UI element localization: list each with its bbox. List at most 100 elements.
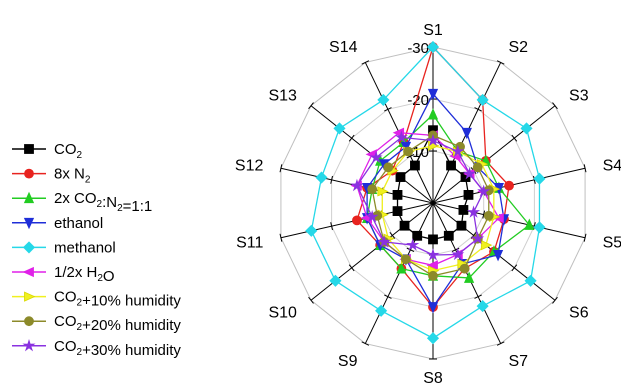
axis-tick	[361, 60, 370, 65]
data-point	[451, 144, 465, 158]
legend-marker	[22, 266, 34, 278]
axis-spoke	[432, 202, 502, 344]
axis-tick	[496, 60, 505, 65]
axis-tick	[482, 210, 486, 219]
radial-tick-label: -30	[407, 40, 429, 57]
axis-label-s4: S4	[603, 157, 621, 174]
axis-tick	[552, 102, 558, 110]
legend-marker	[23, 217, 35, 230]
axis-tick	[389, 231, 396, 239]
data-point	[461, 127, 472, 140]
legend-item: methanol	[12, 239, 116, 256]
data-point	[329, 274, 342, 287]
axis-tick	[348, 134, 355, 142]
axis-tick	[279, 164, 283, 173]
axis-label-s5: S5	[603, 235, 621, 252]
axis-tick	[583, 233, 587, 242]
legend-item: 1/2x H2O	[12, 264, 115, 285]
data-point	[463, 190, 474, 200]
data-point	[426, 248, 440, 261]
legend-marker	[22, 241, 36, 254]
data-point	[377, 235, 391, 248]
series-8	[350, 130, 491, 261]
axis-labels: S1 S2 S3 S4 S5 S6 S7 S8 S9 S10 S11 S12 S13 S14	[235, 22, 621, 383]
data-point	[395, 172, 406, 182]
axis-tick	[308, 102, 314, 110]
legend-item: CO2+30% humidity	[12, 338, 181, 359]
data-point	[392, 206, 403, 216]
data-point	[401, 254, 411, 265]
data-point	[428, 270, 438, 281]
axis-label-s7: S7	[508, 353, 528, 370]
data-point	[333, 122, 346, 135]
data-point	[446, 160, 456, 171]
data-point	[533, 172, 546, 185]
data-point	[426, 332, 440, 345]
data-point	[476, 300, 489, 313]
axis-label-s14: S14	[329, 39, 358, 56]
data-point	[377, 186, 389, 197]
data-point	[533, 221, 546, 234]
legend-label: 8x N2	[54, 166, 91, 186]
axis-tick	[583, 164, 587, 173]
series-0	[392, 125, 474, 245]
legend-item: ethanol	[12, 215, 103, 232]
axis-spoke	[432, 202, 586, 239]
axis-tick	[474, 294, 482, 299]
axis-tick	[552, 296, 558, 304]
axis-tick	[511, 264, 518, 272]
axis-label-s1: S1	[423, 22, 443, 39]
legend-marker	[24, 291, 36, 302]
legend-marker	[23, 191, 35, 204]
legend-item: CO2+20% humidity	[12, 313, 181, 334]
axis-tick	[474, 107, 482, 112]
axis-tick	[496, 341, 505, 346]
data-point	[427, 88, 439, 101]
data-point	[477, 184, 491, 197]
data-point	[451, 247, 465, 261]
axis-tick	[406, 247, 415, 253]
data-point	[456, 220, 467, 231]
data-point	[524, 218, 535, 230]
data-point	[412, 230, 423, 241]
series-polygons	[305, 40, 546, 345]
axis-tick	[470, 231, 477, 239]
legend-label: 1/2x H2O	[54, 264, 115, 285]
data-point	[352, 215, 362, 226]
data-point	[459, 263, 470, 274]
legend-label: CO2+20% humidity	[54, 313, 181, 334]
data-point	[520, 122, 533, 135]
data-point	[492, 249, 504, 262]
data-point	[480, 240, 493, 251]
axis-tick	[361, 341, 370, 346]
data-point	[367, 184, 378, 195]
axis-tick	[384, 294, 392, 299]
data-point	[463, 271, 475, 283]
legend-label: ethanol	[54, 215, 103, 232]
legend-label: CO2+30% humidity	[54, 338, 181, 359]
data-point	[472, 162, 483, 173]
data-point	[428, 234, 438, 245]
axis-tick	[406, 153, 415, 159]
axis-tick	[384, 107, 392, 112]
data-point	[394, 130, 408, 143]
data-point	[383, 162, 394, 173]
data-point	[463, 166, 477, 180]
axis-label-s12: S12	[235, 157, 264, 174]
data-point	[426, 40, 440, 54]
data-point	[427, 302, 439, 314]
axis-label-s11: S11	[236, 235, 263, 252]
data-point	[365, 210, 379, 223]
legend-item: 2x CO2:N2=1:1	[12, 190, 152, 215]
radial-tick-label: -20	[407, 92, 429, 109]
axis-tick	[533, 175, 536, 184]
data-point	[369, 150, 383, 164]
axis-spoke	[310, 202, 434, 301]
data-point	[427, 108, 439, 120]
legend-item: CO2	[12, 141, 83, 161]
legend-label: CO2	[54, 141, 83, 161]
axis-label-s8: S8	[423, 370, 443, 383]
series-7	[367, 130, 494, 281]
